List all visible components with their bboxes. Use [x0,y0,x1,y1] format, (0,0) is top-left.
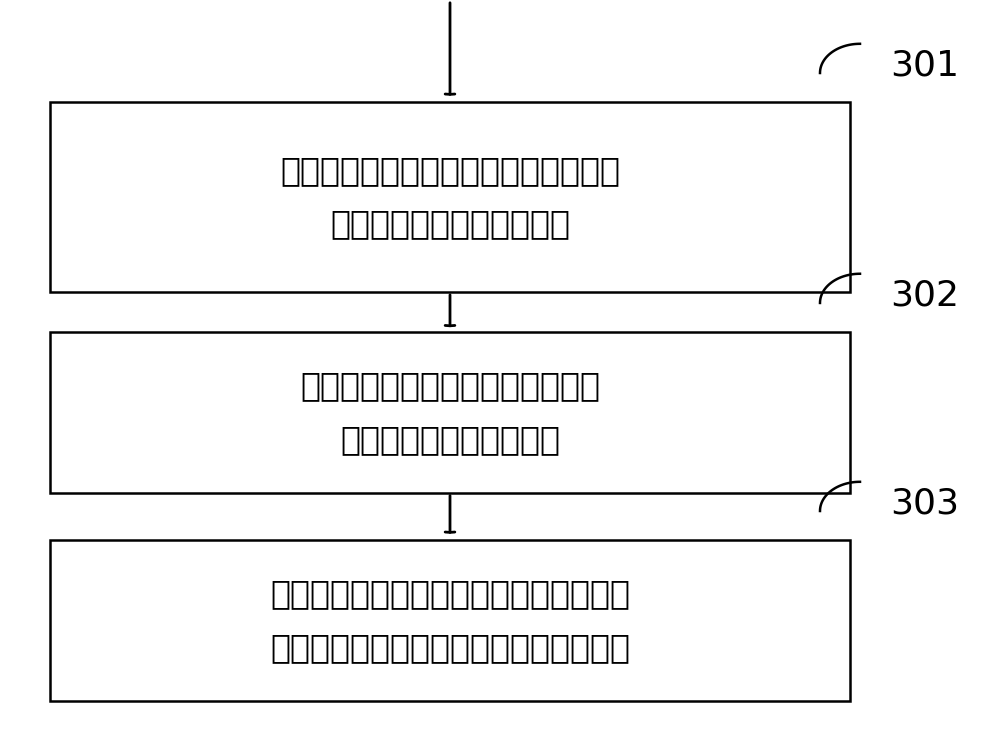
Text: 301: 301 [891,49,960,82]
FancyBboxPatch shape [50,540,850,701]
Text: 采用红外热像仪对被测件的铝线键
合点进行温度场分布测试: 采用红外热像仪对被测件的铝线键 合点进行温度场分布测试 [300,369,600,456]
Text: 模拟实际工况对铝线键合工艺完成后的
被测件施加不同的工作电流: 模拟实际工况对铝线键合工艺完成后的 被测件施加不同的工作电流 [280,154,620,240]
Text: 根据被测件的铝线键合点的温度场分布是
否有异常，确定铝线键合工艺是否有缺陷: 根据被测件的铝线键合点的温度场分布是 否有异常，确定铝线键合工艺是否有缺陷 [270,577,630,664]
FancyBboxPatch shape [50,332,850,493]
Text: 302: 302 [891,279,960,312]
Text: 303: 303 [891,487,960,520]
FancyBboxPatch shape [50,102,850,292]
